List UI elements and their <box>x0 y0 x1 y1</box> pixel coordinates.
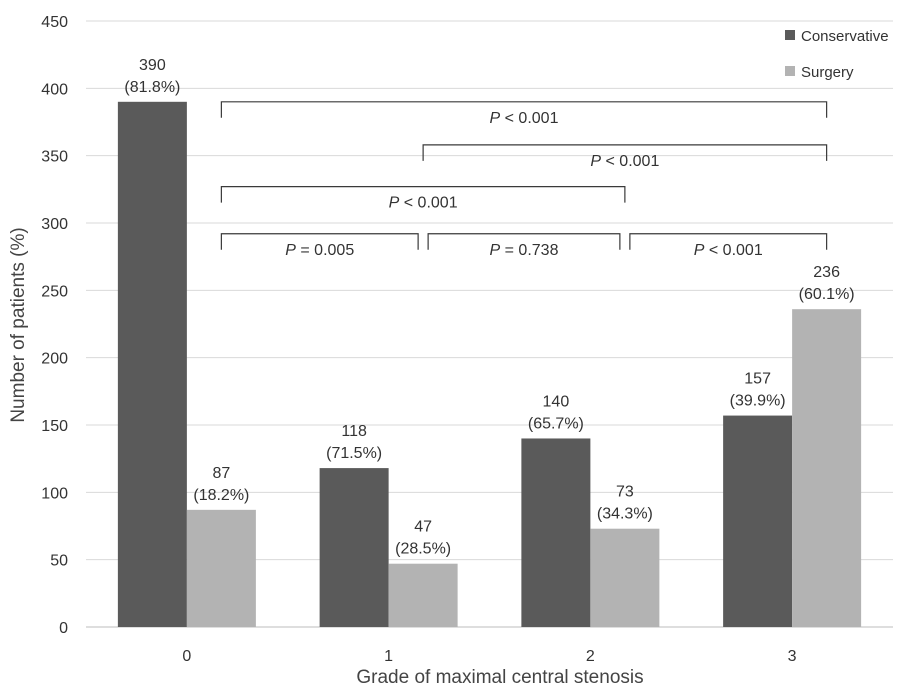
bar-surgery-1 <box>388 563 458 627</box>
data-label-value: 390 <box>139 57 166 74</box>
data-label-value: 73 <box>616 484 634 501</box>
bar-labels: 390 (81.8%) 87 (18.2%) 118 (71.5%) 47 (28.5%) 14… <box>124 57 854 558</box>
data-label-value: 87 <box>212 465 230 482</box>
p-value-label: P < 0.001 <box>694 242 763 259</box>
significance-bracket <box>220 233 419 250</box>
data-label-percent: (18.2%) <box>193 487 249 504</box>
data-label-value: 157 <box>744 371 771 388</box>
y-tick-label: 100 <box>41 485 68 502</box>
y-tick-label: 450 <box>41 14 68 31</box>
legend: Conservative Surgery <box>785 28 889 81</box>
bar-surgery-2 <box>590 528 660 627</box>
y-tick-label: 250 <box>41 283 68 300</box>
legend-label: Conservative <box>801 28 889 45</box>
data-label-percent: (65.7%) <box>528 415 584 432</box>
bar-conservative-2 <box>521 438 591 627</box>
bar-surgery-3 <box>792 309 862 627</box>
data-label-percent: (28.5%) <box>395 541 451 558</box>
bar-conservative-1 <box>319 468 389 627</box>
bar-surgery-0 <box>186 509 256 627</box>
data-label-percent: (71.5%) <box>326 445 382 462</box>
data-label-percent: (81.8%) <box>124 79 180 96</box>
x-tick-label: 1 <box>384 648 393 665</box>
data-label-percent: (60.1%) <box>799 286 855 303</box>
significance-brackets: P < 0.001 P < 0.001 P < 0.001 P = 0.005 P = … <box>220 101 828 259</box>
y-tick-label: 200 <box>41 351 68 368</box>
x-tick-label: 3 <box>788 648 797 665</box>
significance-bracket <box>629 233 828 250</box>
significance-bracket <box>220 101 828 118</box>
p-value-label: P < 0.001 <box>490 110 559 127</box>
y-tick-label: 0 <box>59 620 68 637</box>
legend-swatch-conservative <box>785 30 795 40</box>
significance-bracket <box>220 186 626 203</box>
data-label-value: 118 <box>341 423 367 440</box>
y-tick-label: 150 <box>41 418 68 435</box>
data-label-value: 140 <box>543 393 570 410</box>
data-label-percent: (34.3%) <box>597 506 653 523</box>
y-axis-ticks: 0 50 100 150 200 250 300 350 400 450 <box>41 14 68 637</box>
x-tick-label: 2 <box>586 648 595 665</box>
data-label-value: 47 <box>414 519 432 536</box>
p-value-label: P < 0.001 <box>389 195 458 212</box>
p-value-label: P = 0.005 <box>285 242 354 259</box>
y-tick-label: 50 <box>50 553 68 570</box>
bar-conservative-3 <box>723 415 793 627</box>
x-tick-label: 0 <box>182 648 191 665</box>
significance-bracket <box>422 144 828 161</box>
p-value-label: P < 0.001 <box>590 153 659 170</box>
x-axis-title: Grade of maximal central stenosis <box>356 667 643 688</box>
bar-conservative-0 <box>117 101 187 628</box>
data-label-percent: (39.9%) <box>730 393 786 410</box>
y-tick-label: 350 <box>41 149 68 166</box>
y-axis-title: Number of patients (%) <box>8 227 29 422</box>
x-axis-ticks: 0 1 2 3 <box>182 648 796 665</box>
p-value-label: P = 0.738 <box>490 242 559 259</box>
significance-bracket <box>427 233 621 250</box>
legend-label: Surgery <box>801 64 854 81</box>
y-tick-label: 300 <box>41 216 68 233</box>
legend-swatch-surgery <box>785 66 795 76</box>
data-label-value: 236 <box>813 264 840 281</box>
bars <box>117 101 862 628</box>
y-tick-label: 400 <box>41 81 68 98</box>
